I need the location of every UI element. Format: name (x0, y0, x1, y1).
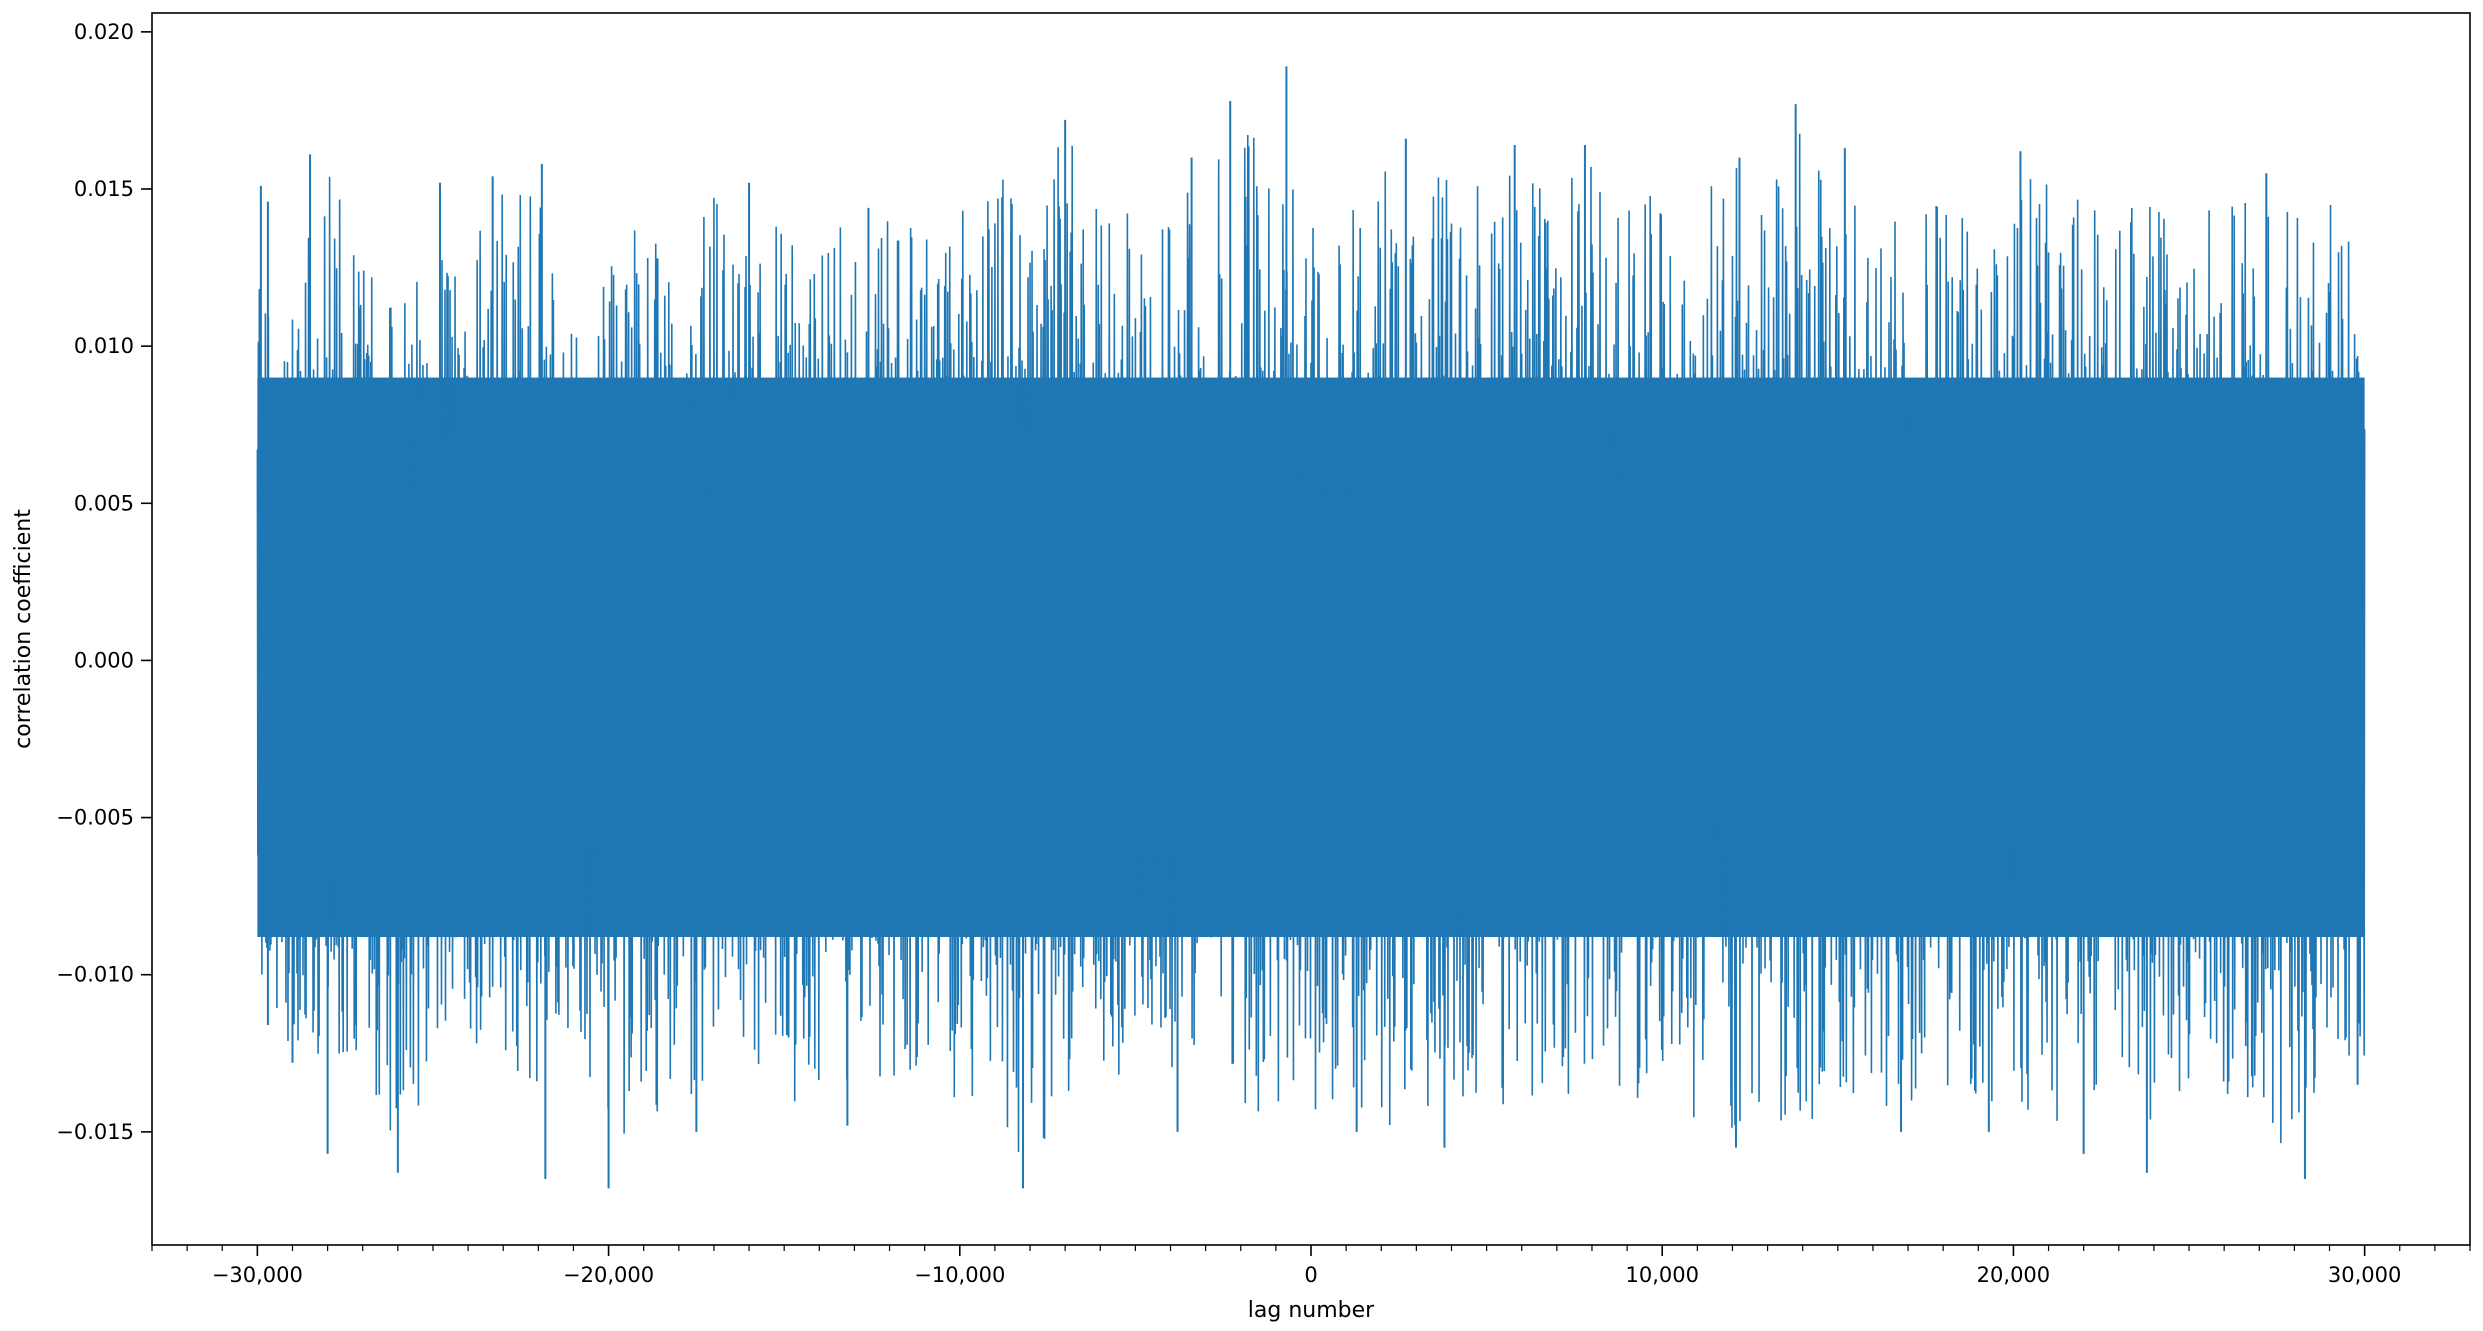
series-line (256, 133, 2366, 1152)
x-tick-label: 0 (1304, 1263, 1317, 1287)
y-tick-label: 0.005 (74, 491, 134, 515)
y-tick-label: −0.010 (56, 963, 134, 987)
x-axis-label: lag number (1248, 1298, 1375, 1323)
x-tick-label: 20,000 (1977, 1263, 2050, 1287)
x-tick-label: −10,000 (914, 1263, 1005, 1287)
x-tick-label: 30,000 (2328, 1263, 2401, 1287)
x-tick-label: −20,000 (563, 1263, 654, 1287)
x-tick-label: −30,000 (212, 1263, 303, 1287)
y-axis: −0.015 −0.010 −0.005 0.000 0.005 0.010 0.015 0.… (56, 20, 152, 1144)
x-tick-label: 10,000 (1625, 1263, 1698, 1287)
data-layer (256, 66, 2366, 1189)
y-tick-label: 0.015 (74, 177, 134, 201)
y-tick-label: 0.000 (74, 648, 134, 672)
x-axis: −30,000 −20,000 −10,000 0 10,000 20,000 30,000 (151, 1245, 2471, 1287)
y-axis-label: correlation coefficient (11, 509, 36, 749)
y-tick-label: −0.015 (56, 1120, 134, 1144)
y-tick-label: 0.010 (74, 334, 134, 358)
y-tick-label: −0.005 (56, 806, 134, 830)
y-tick-label: 0.020 (74, 20, 134, 44)
